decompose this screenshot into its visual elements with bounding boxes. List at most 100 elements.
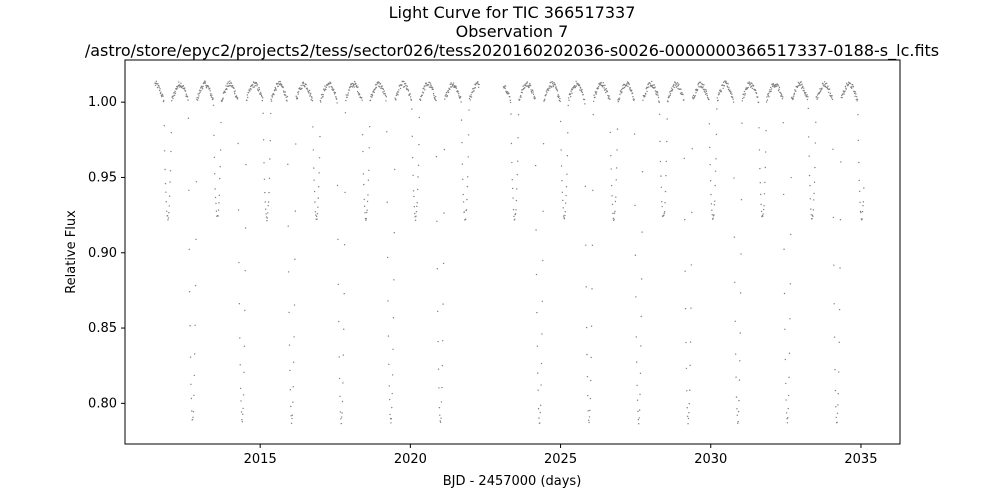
data-point — [778, 88, 780, 90]
data-point — [323, 88, 325, 90]
data-point — [385, 96, 388, 98]
data-point — [742, 97, 744, 100]
y-tick-label: 0.90 — [88, 246, 117, 261]
data-point — [770, 88, 773, 90]
data-point — [410, 99, 413, 101]
data-point — [556, 90, 559, 92]
data-point — [675, 86, 678, 88]
data-point — [764, 181, 766, 184]
data-point — [860, 211, 862, 214]
data-point — [691, 96, 694, 98]
data-point — [226, 88, 228, 90]
title-line-2: Observation 7 — [456, 22, 569, 41]
data-point — [697, 82, 700, 85]
data-point — [346, 96, 348, 98]
data-point — [258, 86, 260, 89]
data-point — [314, 211, 317, 213]
data-point — [530, 89, 532, 91]
data-point — [720, 90, 723, 92]
data-point — [265, 216, 268, 218]
data-point — [270, 98, 272, 101]
data-point — [239, 387, 242, 390]
data-point — [853, 92, 856, 95]
data-point — [592, 189, 594, 192]
data-point — [162, 100, 165, 103]
data-point — [645, 88, 647, 90]
data-point — [267, 204, 269, 207]
data-point — [832, 216, 835, 219]
data-point — [826, 87, 829, 90]
data-point — [648, 86, 650, 88]
data-point — [336, 184, 339, 187]
data-point — [261, 99, 264, 102]
data-point — [461, 163, 464, 165]
data-point — [224, 91, 226, 93]
data-point — [477, 86, 480, 88]
data-point — [819, 88, 821, 90]
data-point — [201, 88, 204, 90]
data-point — [440, 417, 442, 419]
data-point — [233, 87, 235, 90]
data-point — [612, 217, 614, 220]
data-point — [197, 93, 199, 95]
data-point — [617, 101, 620, 103]
data-point — [504, 87, 506, 90]
data-point — [318, 186, 320, 188]
data-point — [256, 85, 258, 87]
y-axis-ticks: 0.80 0.85 0.90 0.95 1.00 — [88, 95, 125, 411]
data-point — [526, 81, 528, 83]
data-point — [239, 337, 241, 339]
data-point — [541, 333, 543, 335]
data-point — [442, 262, 445, 265]
data-point — [169, 181, 171, 183]
data-point — [192, 416, 194, 419]
data-point — [412, 190, 415, 192]
data-point — [847, 85, 849, 87]
data-point — [221, 100, 223, 103]
data-point — [270, 100, 273, 102]
data-point — [320, 97, 322, 100]
data-point — [619, 93, 621, 96]
data-point — [188, 291, 191, 293]
data-point — [416, 202, 418, 204]
data-point — [289, 369, 291, 372]
data-point — [168, 195, 171, 197]
data-point — [843, 93, 845, 95]
data-point — [290, 422, 293, 425]
data-point — [808, 155, 810, 157]
data-point — [621, 91, 623, 93]
data-point — [405, 87, 408, 89]
data-point — [567, 97, 570, 99]
data-point — [600, 81, 602, 84]
data-point — [731, 93, 733, 95]
data-point — [723, 85, 726, 87]
data-point — [170, 150, 172, 153]
data-point — [418, 116, 421, 119]
data-point — [795, 90, 797, 92]
data-point — [421, 94, 423, 96]
data-point — [311, 99, 314, 102]
data-point — [411, 157, 414, 159]
data-point — [622, 84, 624, 87]
data-point — [858, 190, 861, 193]
data-point — [276, 82, 279, 85]
data-point — [668, 96, 670, 98]
data-point — [825, 82, 828, 85]
data-point — [603, 84, 605, 87]
data-point — [570, 96, 572, 98]
data-point — [591, 288, 593, 290]
data-point — [475, 84, 477, 86]
data-point — [195, 238, 197, 241]
data-point — [614, 210, 616, 213]
data-point — [214, 196, 217, 199]
data-point — [292, 386, 294, 388]
data-point — [356, 84, 358, 87]
data-point — [517, 114, 520, 116]
data-point — [425, 82, 428, 84]
data-point — [300, 84, 302, 87]
data-point — [780, 92, 782, 95]
data-point — [445, 93, 447, 96]
data-point — [607, 97, 609, 100]
data-point — [509, 99, 511, 102]
data-point — [605, 91, 607, 94]
